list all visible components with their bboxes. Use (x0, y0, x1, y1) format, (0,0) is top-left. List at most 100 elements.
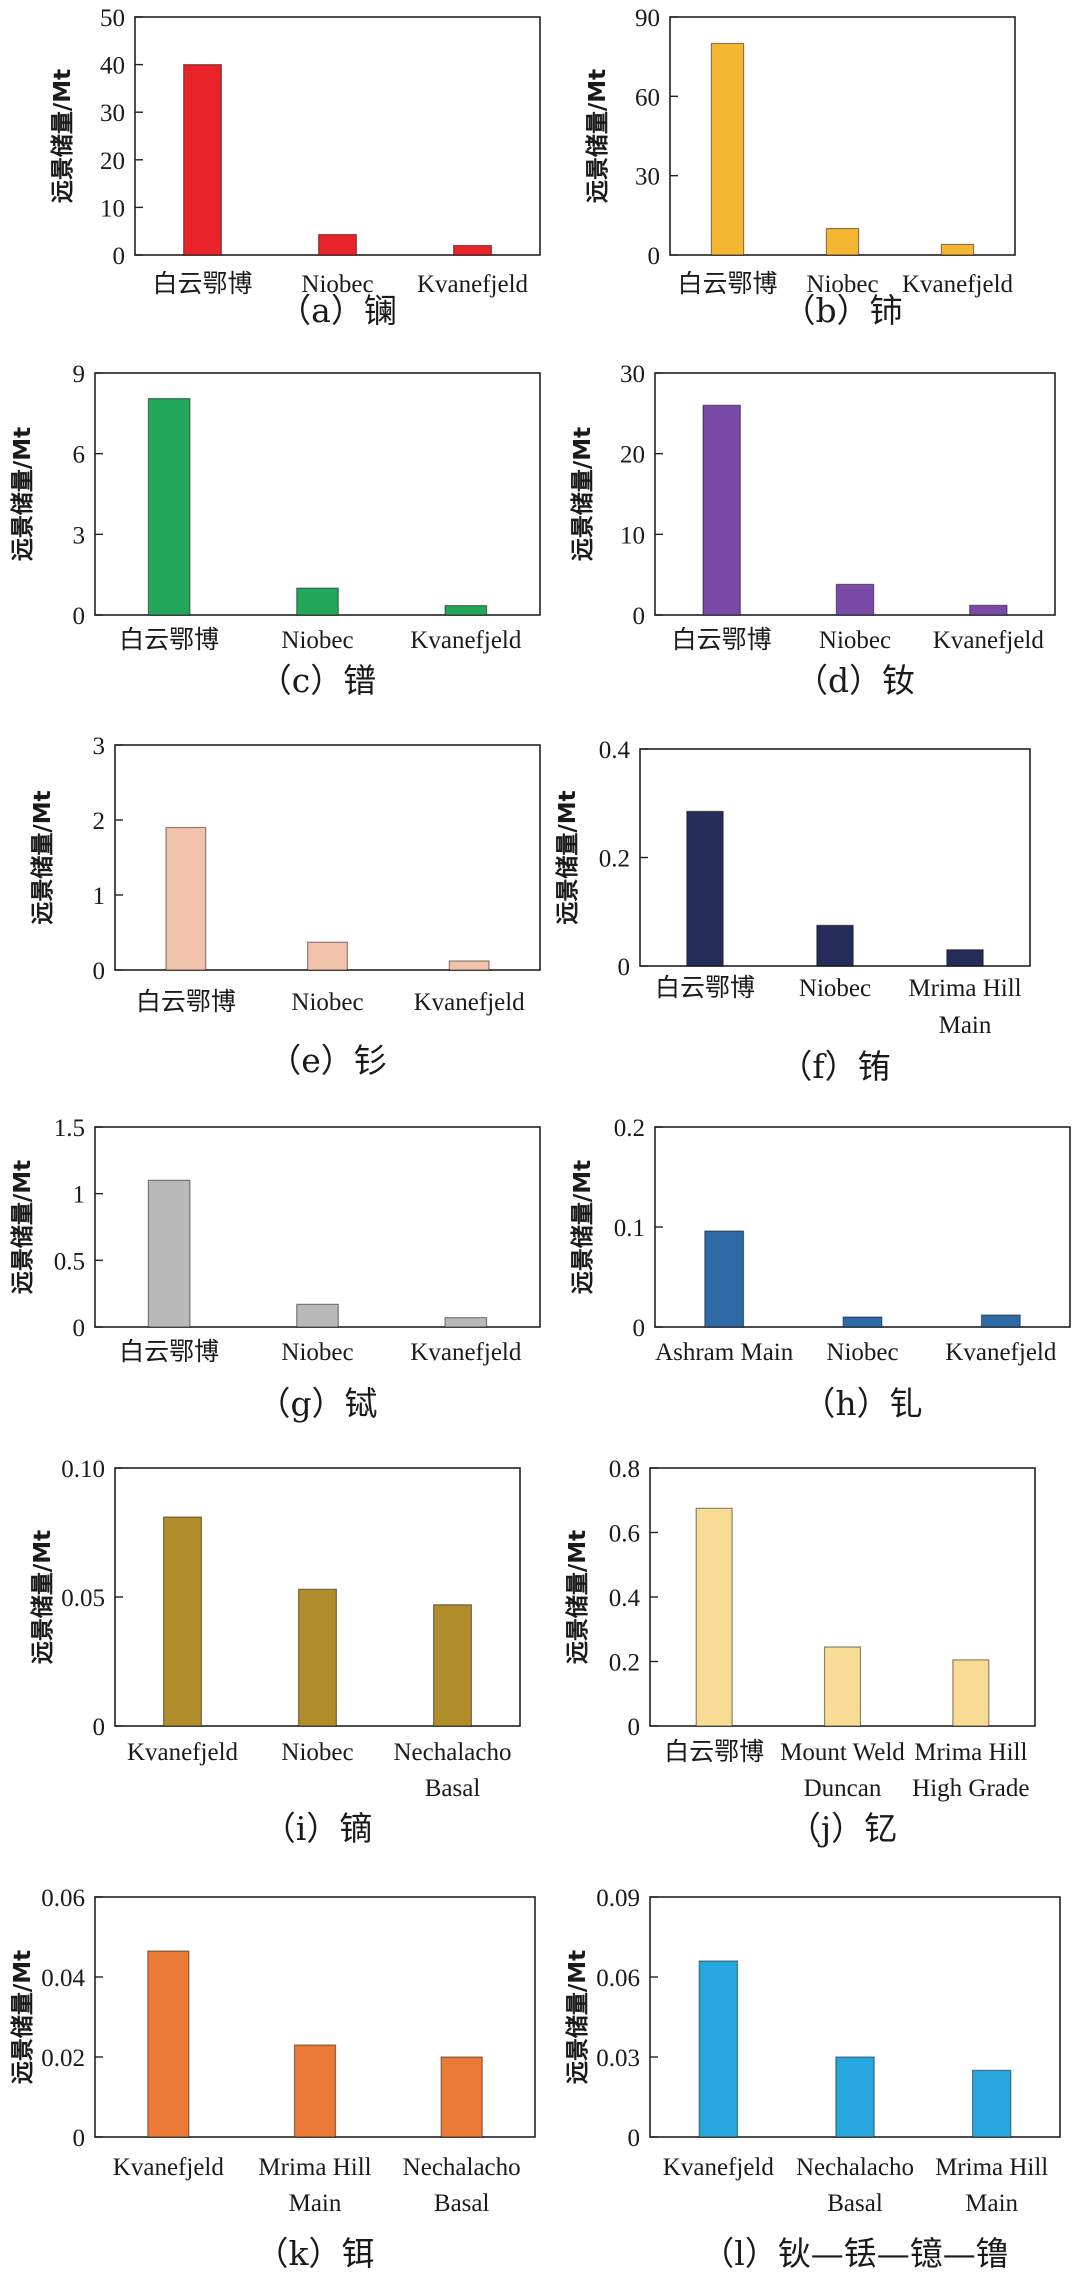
y-tick-label: 6 (73, 442, 86, 469)
y-axis-label: 远景储量/Mt (554, 790, 581, 924)
y-tick-label: 0.10 (61, 1456, 105, 1483)
chart-panel-1: 0 10 20 30 40 50 远景储量/Mt 白云鄂博 Niobec Kvanefjeld （a… (49, 5, 541, 330)
x-tick-label: 白云鄂博 (672, 626, 772, 654)
x-tick-label: Kvanefjeld (945, 1339, 1057, 1366)
y-tick-label: 20 (100, 148, 125, 175)
y-tick-label: 0.03 (596, 2045, 640, 2072)
x-tick-label: High Grade (912, 1775, 1029, 1802)
x-tick-label: Niobec (291, 989, 363, 1016)
chart-panel-11: 0 0.02 0.04 0.06 远景储量/Mt Kvanefjeld Mrima Hill… (9, 1885, 536, 2273)
x-tick-label: Mrima Hill (914, 1739, 1027, 1766)
y-tick-label: 0 (73, 603, 86, 630)
y-axis-label: 远景储量/Mt (29, 790, 56, 924)
y-tick-label: 0.1 (614, 1215, 645, 1242)
chart-panel-12: 0 0.03 0.06 0.09 远景储量/Mt Kvanefjeld Nechalacho… (564, 1885, 1061, 2273)
x-tick-label: Kvanefjeld (417, 271, 529, 298)
x-tick-label: Kvanefjeld (410, 627, 522, 654)
chart-caption: （b）铈 (782, 291, 902, 330)
chart-panel-2: 0 30 60 90 远景储量/Mt 白云鄂博 Niobec Kvanefjeld（b）铈 (584, 5, 1016, 330)
bar (163, 1516, 203, 1727)
chart-caption: （g）铽 (257, 1384, 377, 1423)
y-tick-label: 0.2 (609, 1650, 640, 1677)
chart-caption: （f）铕 (779, 1047, 890, 1086)
bar (835, 583, 875, 616)
chart-panel-4: 0 10 20 30 远景储量/Mt 白云鄂博 Niobec Kvanefjeld （d）钕 (569, 361, 1056, 700)
y-tick-label: 0 (93, 1714, 106, 1741)
x-tick-label: Basal (434, 2190, 490, 2217)
bar (147, 1179, 191, 1328)
x-tick-label: Main (939, 1012, 992, 1039)
chart-panel-5: 0 1 2 3 远景储量/Mt 白云鄂博 Niobec Kvanefjeld （e）钐 (29, 733, 541, 1080)
bar (147, 397, 191, 616)
bar (440, 2056, 483, 2138)
bar (980, 1314, 1021, 1328)
x-tick-label: Mrima Hill (908, 975, 1021, 1002)
bar (293, 2044, 337, 2138)
y-tick-label: 0 (73, 1315, 86, 1342)
x-tick-label: Niobec (819, 627, 891, 654)
x-tick-label: Niobec (281, 627, 353, 654)
y-tick-label: 2 (93, 808, 106, 835)
bar (702, 404, 741, 616)
x-tick-label: Kvanefjeld (113, 2154, 225, 2181)
y-tick-label: 0.05 (61, 1585, 105, 1612)
bar (147, 1950, 190, 2138)
x-tick-label: Niobec (301, 271, 373, 298)
y-tick-label: 0.2 (614, 1115, 645, 1142)
y-tick-label: 60 (635, 84, 660, 111)
x-tick-label: Mrima Hill (935, 2154, 1048, 2181)
y-axis-label: 远景储量/Mt (9, 1160, 36, 1294)
y-tick-label: 1 (93, 883, 106, 910)
chart-caption: （i）镝 (263, 1809, 373, 1848)
y-tick-label: 30 (620, 361, 645, 388)
bar (710, 42, 745, 256)
y-tick-label: 40 (100, 53, 125, 80)
y-tick-label: 0.8 (609, 1456, 640, 1483)
y-tick-label: 10 (620, 522, 645, 549)
y-tick-label: 9 (73, 361, 86, 388)
bar (952, 1659, 990, 1727)
x-tick-label: 白云鄂博 (655, 974, 755, 1002)
chart-panel-3: 0 3 6 9 远景储量/Mt 白云鄂博 Niobec Kvanefjeld （c）镨 (9, 361, 541, 700)
y-tick-label: 3 (93, 733, 106, 760)
bar (969, 604, 1008, 616)
y-tick-label: 0 (633, 1315, 646, 1342)
y-tick-label: 1 (73, 1182, 86, 1209)
x-tick-label: 白云鄂博 (152, 270, 252, 298)
bar (444, 604, 488, 616)
bar (686, 810, 724, 967)
x-tick-label: Kvanefjeld (933, 627, 1045, 654)
y-tick-label: 0 (73, 2125, 86, 2152)
y-tick-label: 0.02 (41, 2045, 85, 2072)
x-tick-label: Mrima Hill (258, 2154, 371, 2181)
y-axis-label: 远景储量/Mt (569, 427, 596, 561)
chart-caption: （a）镧 (278, 291, 397, 330)
x-tick-label: 白云鄂博 (664, 1738, 764, 1766)
x-tick-label: Basal (827, 2190, 883, 2217)
bar (946, 949, 984, 967)
x-tick-label: 白云鄂博 (119, 1338, 219, 1366)
y-tick-label: 3 (73, 522, 86, 549)
y-axis-label: 远景储量/Mt (29, 1530, 56, 1664)
y-axis-label: 远景储量/Mt (564, 1950, 591, 2084)
y-tick-label: 0 (113, 243, 126, 270)
bar (165, 826, 207, 971)
bar (971, 2069, 1012, 2138)
x-tick-label: Niobec (799, 975, 871, 1002)
y-tick-label: 20 (620, 442, 645, 469)
bar (307, 941, 348, 971)
y-tick-label: 1.5 (54, 1115, 85, 1142)
y-tick-label: 0 (93, 958, 106, 985)
y-axis-label: 远景储量/Mt (9, 1950, 36, 2084)
y-tick-label: 0 (648, 243, 661, 270)
x-tick-label: Niobec (806, 271, 878, 298)
bar (825, 227, 860, 256)
bar (433, 1604, 473, 1727)
bar (698, 1960, 739, 2138)
chart-caption: （d）钕 (795, 661, 915, 700)
bar (296, 1303, 339, 1328)
y-axis-label: 远景储量/Mt (564, 1530, 591, 1664)
y-tick-label: 0.6 (609, 1521, 640, 1548)
x-tick-label: 白云鄂博 (136, 988, 236, 1016)
